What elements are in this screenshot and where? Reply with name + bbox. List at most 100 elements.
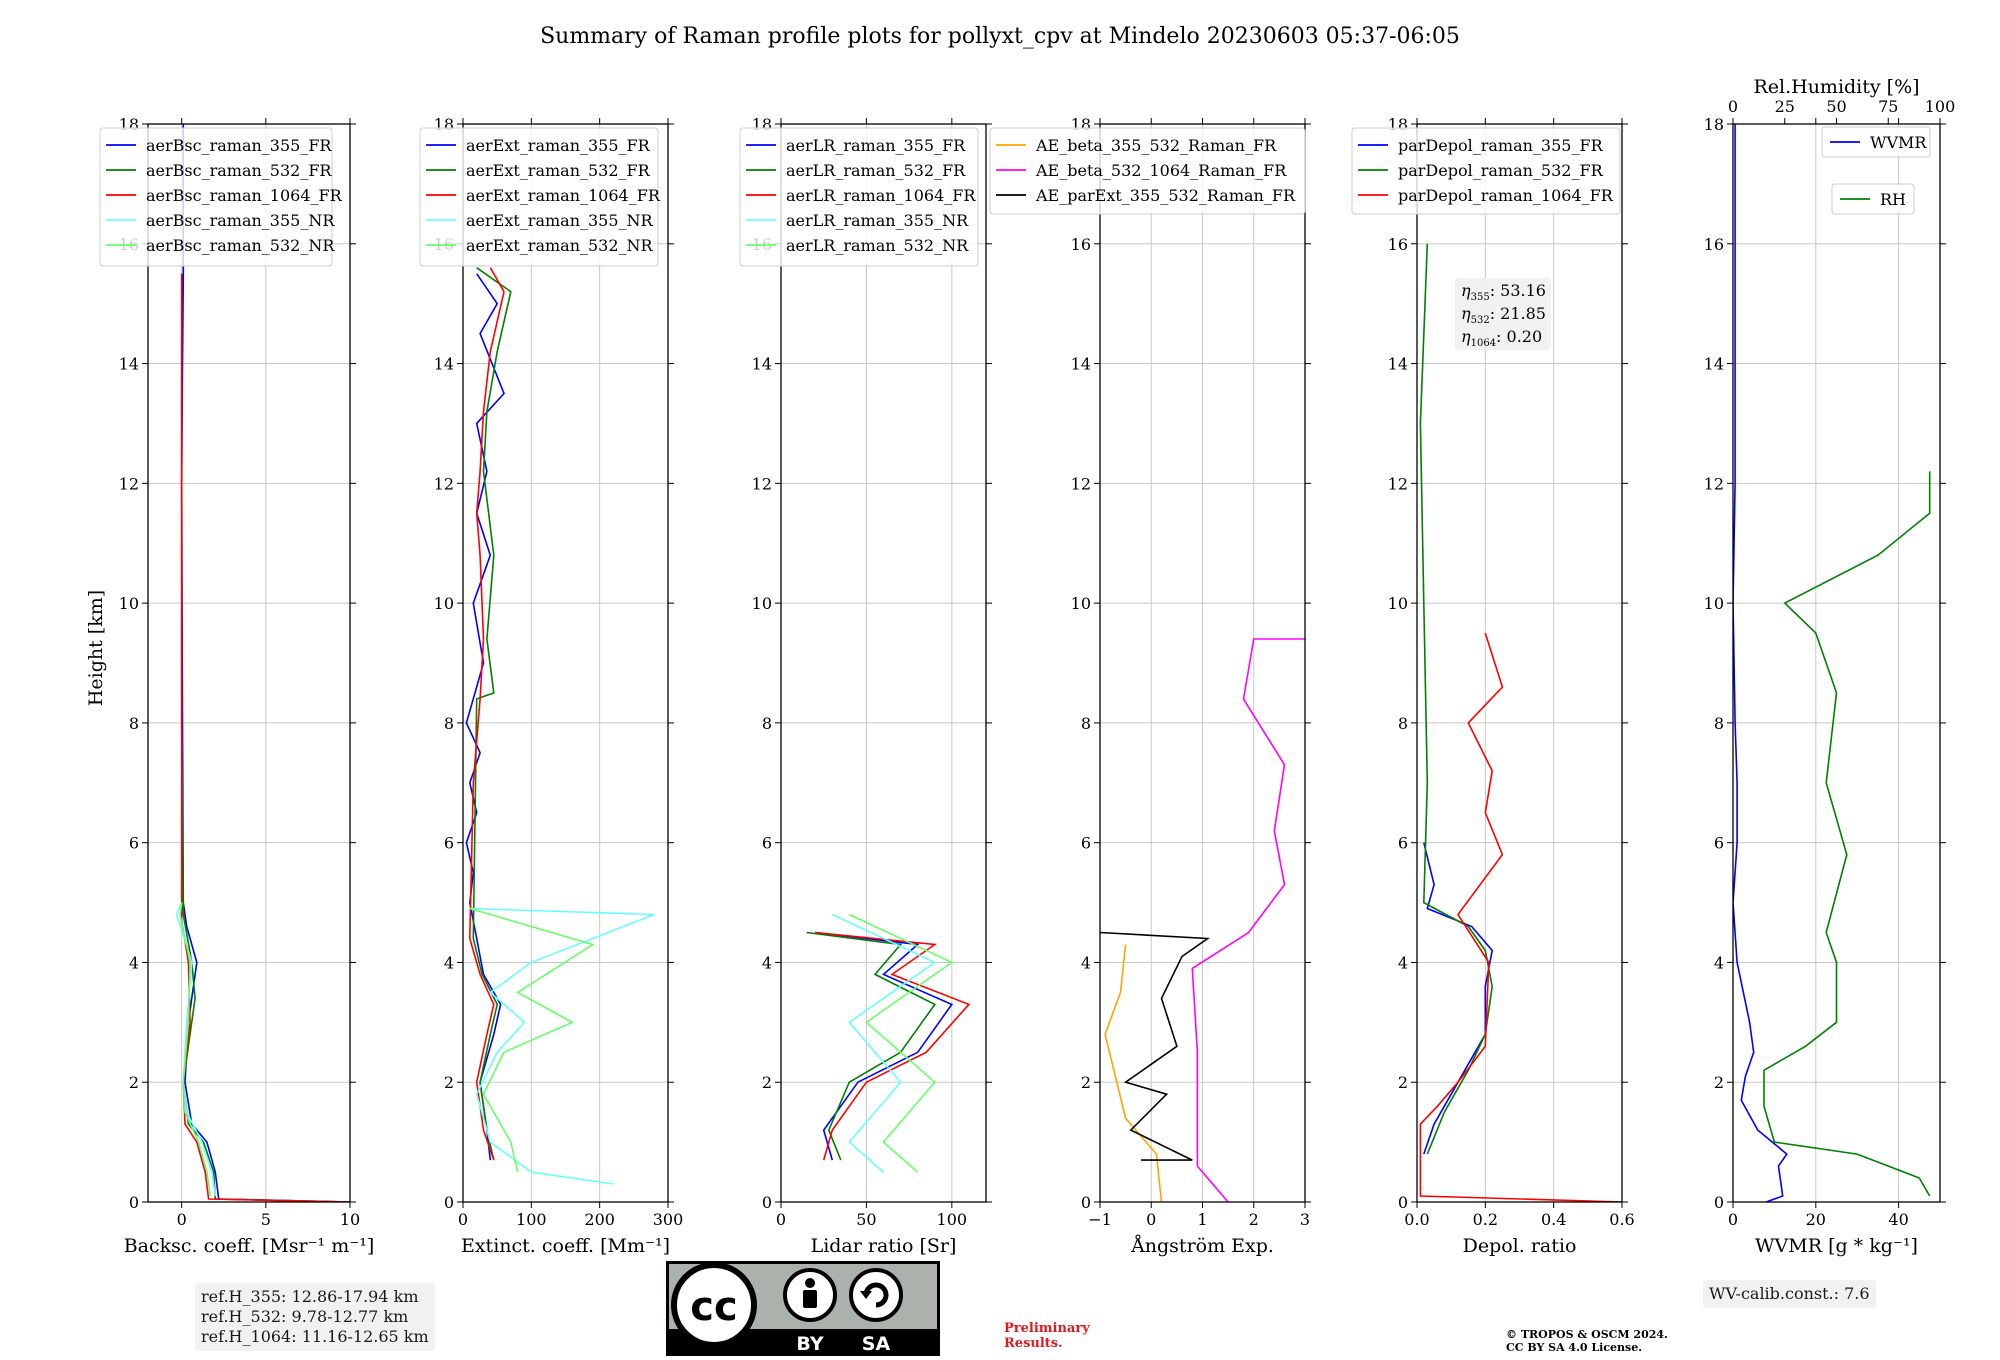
legend-item-label: aerBsc_raman_355_NR [146, 211, 335, 230]
y-tick-label: 2 [1714, 1073, 1724, 1092]
legend-item-label: parDepol_raman_1064_FR [1398, 186, 1614, 205]
x2-tick-label: 0 [1728, 97, 1738, 116]
y-tick-label: 12 [1071, 474, 1091, 493]
series-line-aerLR_raman_532_FR [806, 931, 936, 1161]
y-tick-label: 10 [1704, 594, 1724, 613]
y-tick-label: 6 [444, 834, 454, 853]
y-tick-label: 6 [762, 834, 772, 853]
legend-item-label: parDepol_raman_532_FR [1398, 161, 1604, 180]
wv-calibration-box: WV-calib.const.: 7.6 [1703, 1280, 1876, 1308]
x-tick-label: 2 [1249, 1210, 1259, 1229]
ref-height-1064: ref.H_1064: 11.16-12.65 km [201, 1327, 429, 1346]
y-tick-label: 0 [1398, 1193, 1408, 1212]
legend-item-label: AE_beta_355_532_Raman_FR [1035, 136, 1277, 155]
axes-frame [780, 123, 987, 1203]
legend-box [1821, 126, 1931, 158]
x-tick-label: 1 [1197, 1210, 1207, 1229]
y-tick-label: 0 [129, 1193, 139, 1212]
legend-item-label: aerLR_raman_355_NR [786, 211, 969, 230]
legend-item-label: aerExt_raman_355_NR [466, 211, 654, 230]
y-tick-label: 4 [1714, 953, 1724, 972]
series-group [1733, 124, 1931, 1202]
legend-box [1831, 183, 1915, 215]
x2-axis-label: Rel.Humidity [%] [1753, 76, 1919, 98]
x-tick-label: 0 [1728, 1210, 1738, 1229]
legend: RH [1831, 183, 1915, 215]
legend-box [1351, 127, 1621, 215]
y-tick-label: 14 [434, 355, 454, 374]
series-group [806, 913, 971, 1173]
x-tick-label: 0.2 [1473, 1210, 1498, 1229]
y-tick-label: 16 [1071, 235, 1091, 254]
y-tick-label: 14 [1071, 355, 1091, 374]
eta-box-bg [1455, 278, 1551, 350]
sa-label: SA [862, 1333, 891, 1355]
ref-height-532: ref.H_532: 9.78-12.77 km [201, 1307, 409, 1326]
legend-item-label: aerBsc_raman_355_FR [146, 136, 332, 155]
series-line-aerExt_raman_532_FR [472, 267, 512, 1161]
y-tick-label: 0 [1714, 1193, 1724, 1212]
y-tick-label: 8 [129, 714, 139, 733]
x-tick-label: 20 [1806, 1210, 1826, 1229]
legend-item-label: aerExt_raman_1064_FR [466, 186, 661, 205]
x-axis-label: Backsc. coeff. [Msr⁻¹ m⁻¹] [124, 1235, 375, 1257]
x-tick-label: −1 [1088, 1210, 1112, 1229]
legend-item-label: AE_beta_532_1064_Raman_FR [1035, 161, 1287, 180]
x-tick-label: 0 [776, 1210, 786, 1229]
depol-eta-1064: η1064: 0.20 [1461, 327, 1542, 349]
legend: parDepol_raman_355_FR parDepol_raman_532_… [1351, 127, 1621, 215]
y-axis-label: Height [km] [85, 590, 107, 706]
legend-item-label: aerLR_raman_532_FR [786, 161, 966, 180]
depol-eta-532: η532: 21.85 [1461, 304, 1546, 326]
x-tick-label: 50 [856, 1210, 876, 1229]
legend-item-label: aerLR_raman_355_FR [786, 136, 966, 155]
y-tick-label: 14 [119, 355, 139, 374]
panel-wv: 0 20 40 0 2 4 6 8 10 12 14 16 18 WVMR [g * kg⁻¹] 0 25 50… [1704, 76, 1956, 1257]
y-tick-label: 12 [1388, 474, 1408, 493]
y-tick-label: 14 [1388, 355, 1408, 374]
y-tick-label: 8 [762, 714, 772, 733]
y-tick-label: 4 [444, 953, 454, 972]
axes-frame [147, 123, 351, 1203]
y-tick-label: 8 [444, 714, 454, 733]
y-tick-label: 14 [752, 355, 772, 374]
y-tick-label: 6 [1081, 834, 1091, 853]
cc-by-sa-badge: cc BY SA [666, 1261, 940, 1356]
x-axis-label: Ångström Exp. [1130, 1235, 1274, 1257]
x-axis-label: Depol. ratio [1463, 1235, 1577, 1257]
y-tick-label: 12 [119, 474, 139, 493]
x2-tick-label: 25 [1775, 97, 1795, 116]
series-group [465, 267, 655, 1185]
x-tick-label: 0 [177, 1210, 187, 1229]
series-line-AE_parExt_355_532_Raman_FR [1100, 931, 1210, 1161]
x-tick-label: 0.4 [1541, 1210, 1566, 1229]
figure-title: Summary of Raman profile plots for polly… [540, 24, 1460, 49]
axes-frame [1732, 123, 1941, 1203]
legend-box [989, 127, 1306, 215]
cc-text: cc [690, 1284, 737, 1330]
legend-item-label: AE_parExt_355_532_Raman_FR [1035, 186, 1296, 205]
panel-lr: 050100024681012141618Lidar ratio [Sr]aer… [739, 115, 992, 1257]
legend-box [99, 127, 333, 267]
y-tick-label: 2 [1398, 1073, 1408, 1092]
x-tick-label: 200 [584, 1210, 615, 1229]
y-tick-label: 8 [1081, 714, 1091, 733]
y-tick-label: 8 [1398, 714, 1408, 733]
preliminary-note: Preliminary Results. [1004, 1321, 1090, 1351]
panel-bsc: 0510024681012141618Backsc. coeff. [Msr⁻¹… [99, 115, 375, 1257]
y-tick-label: 14 [1704, 355, 1724, 374]
y-tick-label: 18 [1704, 115, 1724, 134]
copyright-note: © TROPOS & OSCM 2024. CC BY SA 4.0 Licen… [1506, 1328, 1668, 1354]
legend-item-label: aerExt_raman_532_FR [466, 161, 651, 180]
x-tick-label: 5 [261, 1210, 271, 1229]
x-axis-label: WVMR [g * kg⁻¹] [1755, 1235, 1918, 1257]
y-tick-label: 10 [1388, 594, 1408, 613]
legend-item-label: aerBsc_raman_532_NR [146, 236, 335, 255]
y-tick-label: 2 [762, 1073, 772, 1092]
series-line-aerExt_raman_1064_FR [468, 267, 505, 1161]
legend-box [419, 127, 659, 267]
legend-item-label: aerBsc_raman_532_FR [146, 161, 332, 180]
legend: aerBsc_raman_355_FR aerBsc_raman_532_FRae… [99, 127, 343, 267]
